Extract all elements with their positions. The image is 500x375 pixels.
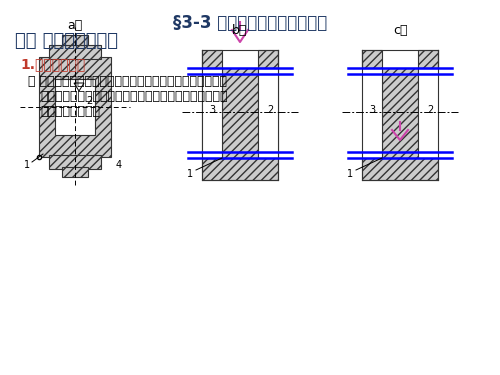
Bar <box>49 45 101 59</box>
Bar <box>222 68 258 158</box>
Bar <box>382 68 418 158</box>
Bar <box>202 68 222 158</box>
Bar <box>202 158 278 180</box>
Text: 1.粗基准的选择: 1.粗基准的选择 <box>20 57 85 71</box>
Bar <box>202 68 222 158</box>
Bar <box>362 158 438 180</box>
Bar <box>362 50 382 68</box>
Bar <box>258 68 278 158</box>
Text: §3-3 机械加工工艺路线的制定: §3-3 机械加工工艺路线的制定 <box>173 14 327 32</box>
Text: 的相对位置精度。: 的相对位置精度。 <box>40 105 100 118</box>
Bar <box>258 68 278 158</box>
Text: 的表面作为粗基准，这样可以提高非加工表面与加工表面: 的表面作为粗基准，这样可以提高非加工表面与加工表面 <box>40 90 228 103</box>
Text: 一、 定位基准的选择: 一、 定位基准的选择 <box>15 32 118 50</box>
Text: 3: 3 <box>209 105 215 115</box>
Text: b）: b） <box>232 24 248 37</box>
Text: a）: a） <box>68 19 82 32</box>
Bar <box>62 35 88 45</box>
Text: 2: 2 <box>86 96 92 106</box>
Bar <box>362 68 382 158</box>
Text: 3: 3 <box>369 105 375 115</box>
Text: 1: 1 <box>187 169 193 179</box>
Text: c）: c） <box>393 24 407 37</box>
Text: 2: 2 <box>427 105 433 115</box>
Text: 1: 1 <box>24 160 30 170</box>
Bar <box>39 57 111 157</box>
Text: 1: 1 <box>347 169 353 179</box>
Polygon shape <box>74 83 84 91</box>
Bar <box>62 167 88 177</box>
Text: 2: 2 <box>267 105 273 115</box>
Text: 4: 4 <box>116 160 122 170</box>
Bar <box>202 50 222 68</box>
Bar <box>418 68 438 158</box>
Bar <box>55 79 95 135</box>
Bar <box>49 155 101 169</box>
Bar <box>258 50 278 68</box>
Text: ⓿ 零件上某个表面不需要加工，则应该选择这个不需要加工: ⓿ 零件上某个表面不需要加工，则应该选择这个不需要加工 <box>28 75 227 88</box>
Bar <box>418 50 438 68</box>
